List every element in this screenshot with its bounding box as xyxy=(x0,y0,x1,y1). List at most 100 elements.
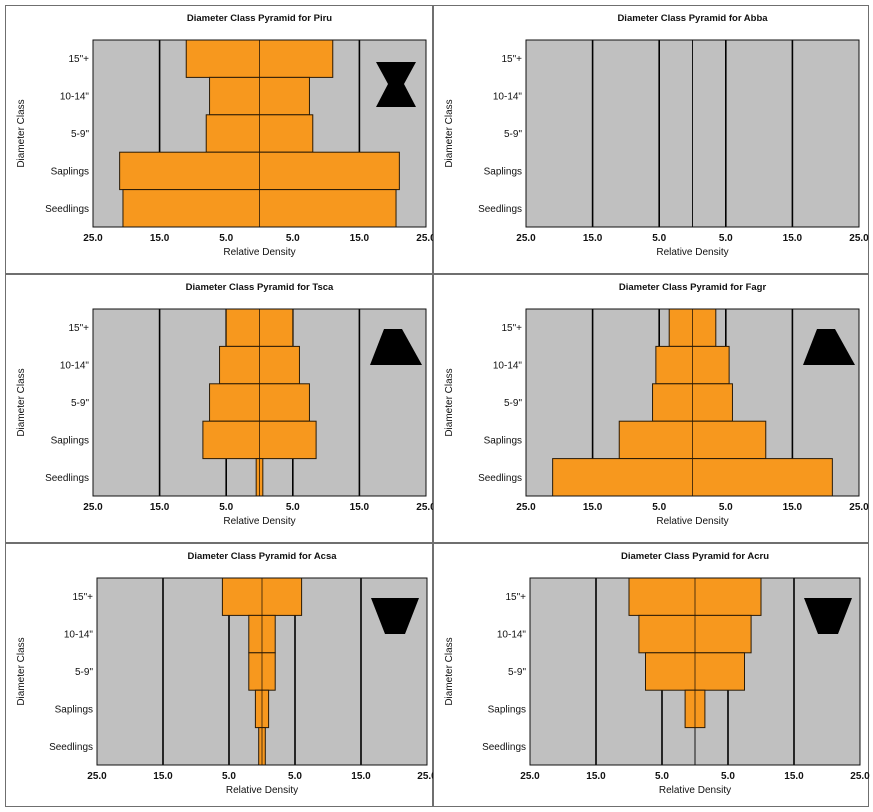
plot-border xyxy=(525,39,860,228)
y-axis-label: Diameter Class xyxy=(444,99,455,167)
chart-svg-piru: Diameter Class Pyramid for Piru 15"+ 10-14… xyxy=(16,13,434,258)
category-label-0: 15"+ xyxy=(501,323,522,334)
x-tick-label: 15.0 xyxy=(350,233,370,244)
category-label-3: Saplings xyxy=(55,704,93,715)
x-tick-label: 5.0 xyxy=(652,233,666,244)
x-tick-label: 5.0 xyxy=(719,502,733,513)
x-tick-label: 25.0 xyxy=(516,233,536,244)
category-label-1: 10-14" xyxy=(497,630,527,641)
category-label-1: 10-14" xyxy=(493,361,523,372)
category-label-4: Seedlings xyxy=(482,742,526,753)
category-label-3: Saplings xyxy=(51,166,89,177)
x-tick-label: 5.0 xyxy=(288,771,302,782)
plot-border xyxy=(529,577,861,766)
chart-panel-acru: Diameter Class Pyramid for Acru 15"+ 10-14… xyxy=(433,543,870,807)
x-tick-label: 5.0 xyxy=(219,502,233,513)
chart-title: Diameter Class Pyramid for Acru xyxy=(621,551,769,562)
category-label-1: 10-14" xyxy=(64,630,94,641)
chart-svg-tsca: Diameter Class Pyramid for Tsca 15"+ 10-14… xyxy=(16,282,434,527)
pyramid-shape-icon xyxy=(370,329,422,365)
category-label-3: Saplings xyxy=(488,704,526,715)
x-tick-label: 25.0 xyxy=(83,502,103,513)
category-label-0: 15"+ xyxy=(505,592,526,603)
chart-svg-acru: Diameter Class Pyramid for Acru 15"+ 10-14… xyxy=(444,551,870,796)
chart-svg-fagr: Diameter Class Pyramid for Fagr 15"+ 10-14… xyxy=(444,282,869,527)
category-label-4: Seedlings xyxy=(478,473,522,484)
y-axis-label: Diameter Class xyxy=(16,99,27,167)
x-tick-label: 25.0 xyxy=(416,233,434,244)
x-tick-label: 25.0 xyxy=(849,502,869,513)
x-tick-label: 5.0 xyxy=(286,502,300,513)
y-axis-label: Diameter Class xyxy=(444,637,455,705)
x-tick-label: 25.0 xyxy=(417,771,434,782)
chart-svg-acsa: Diameter Class Pyramid for Acsa 15"+ 10-14… xyxy=(16,551,434,796)
category-label-2: 5-9" xyxy=(504,129,522,140)
category-label-2: 5-9" xyxy=(75,667,93,678)
inverted-shape-icon xyxy=(804,598,852,634)
chart-panel-fagr: Diameter Class Pyramid for Fagr 15"+ 10-14… xyxy=(433,274,869,543)
x-axis-label: Relative Density xyxy=(226,785,298,796)
x-axis-label: Relative Density xyxy=(659,785,731,796)
x-tick-label: 15.0 xyxy=(583,502,603,513)
category-label-3: Saplings xyxy=(484,166,522,177)
x-tick-label: 15.0 xyxy=(351,771,371,782)
x-tick-label: 25.0 xyxy=(87,771,107,782)
x-axis-label: Relative Density xyxy=(656,516,728,527)
x-tick-label: 25.0 xyxy=(520,771,540,782)
category-label-2: 5-9" xyxy=(71,398,89,409)
y-axis-label: Diameter Class xyxy=(444,368,455,436)
x-tick-label: 15.0 xyxy=(783,233,803,244)
x-axis-label: Relative Density xyxy=(656,247,728,258)
x-tick-label: 25.0 xyxy=(83,233,103,244)
x-tick-label: 5.0 xyxy=(719,233,733,244)
x-tick-label: 25.0 xyxy=(516,502,536,513)
category-label-3: Saplings xyxy=(51,435,89,446)
inverted-shape-icon xyxy=(371,598,419,634)
x-tick-label: 5.0 xyxy=(219,233,233,244)
plot-border xyxy=(92,308,427,497)
category-label-0: 15"+ xyxy=(68,54,89,65)
category-label-2: 5-9" xyxy=(508,667,526,678)
category-label-2: 5-9" xyxy=(504,398,522,409)
category-label-1: 10-14" xyxy=(60,361,90,372)
x-tick-label: 5.0 xyxy=(286,233,300,244)
x-tick-label: 25.0 xyxy=(850,771,870,782)
pyramid-shape-icon xyxy=(803,329,855,365)
chart-title: Diameter Class Pyramid for Fagr xyxy=(619,282,767,293)
x-axis-label: Relative Density xyxy=(223,247,295,258)
x-tick-label: 25.0 xyxy=(849,233,869,244)
chart-svg-abba: Diameter Class Pyramid for Abba 15"+ 10-14… xyxy=(444,13,869,258)
category-label-4: Seedlings xyxy=(49,742,93,753)
x-tick-label: 15.0 xyxy=(784,771,804,782)
category-label-4: Seedlings xyxy=(45,204,89,215)
x-tick-label: 15.0 xyxy=(350,502,370,513)
x-tick-label: 15.0 xyxy=(583,233,603,244)
category-label-0: 15"+ xyxy=(501,54,522,65)
chart-panel-abba: Diameter Class Pyramid for Abba 15"+ 10-14… xyxy=(433,5,869,274)
chart-title: Diameter Class Pyramid for Piru xyxy=(187,13,332,24)
chart-title: Diameter Class Pyramid for Acsa xyxy=(187,551,337,562)
chart-panel-piru: Diameter Class Pyramid for Piru 15"+ 10-14… xyxy=(5,5,434,274)
category-label-3: Saplings xyxy=(484,435,522,446)
x-tick-label: 15.0 xyxy=(150,502,170,513)
plot-border xyxy=(96,577,428,766)
hourglass-shape-icon xyxy=(376,62,416,107)
x-tick-label: 15.0 xyxy=(586,771,606,782)
category-label-2: 5-9" xyxy=(71,129,89,140)
x-tick-label: 15.0 xyxy=(153,771,173,782)
x-tick-label: 5.0 xyxy=(721,771,735,782)
plot-border xyxy=(525,308,860,497)
y-axis-label: Diameter Class xyxy=(16,368,27,436)
chart-panel-tsca: Diameter Class Pyramid for Tsca 15"+ 10-14… xyxy=(5,274,434,543)
x-tick-label: 5.0 xyxy=(652,502,666,513)
x-tick-label: 5.0 xyxy=(222,771,236,782)
chart-title: Diameter Class Pyramid for Tsca xyxy=(186,282,334,293)
plot-border xyxy=(92,39,427,228)
chart-panel-acsa: Diameter Class Pyramid for Acsa 15"+ 10-14… xyxy=(5,543,434,807)
category-label-0: 15"+ xyxy=(72,592,93,603)
x-tick-label: 25.0 xyxy=(416,502,434,513)
category-label-1: 10-14" xyxy=(60,92,90,103)
category-label-4: Seedlings xyxy=(45,473,89,484)
x-tick-label: 5.0 xyxy=(655,771,669,782)
